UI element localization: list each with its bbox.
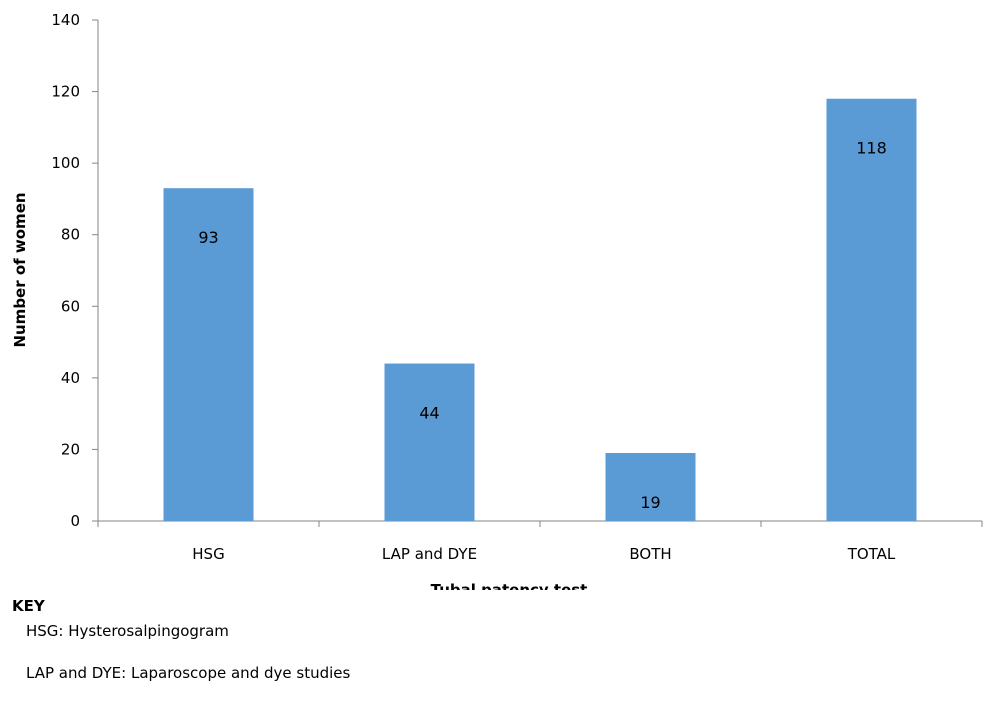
- x-axis-title: Tubal patency test: [431, 581, 588, 590]
- y-axis-title: Number of women: [11, 192, 29, 347]
- x-axis: HSG LAP and DYE BOTH TOTAL: [92, 520, 983, 563]
- x-category-label: LAP and DYE: [382, 545, 477, 563]
- x-category-label: TOTAL: [847, 545, 896, 563]
- y-tick-label: 0: [70, 512, 80, 530]
- x-category-label: BOTH: [629, 545, 671, 563]
- bar-lap-and-dye: [384, 363, 475, 521]
- data-label: 93: [198, 228, 218, 247]
- key-item-lap-dye: LAP and DYE: Laparoscope and dye studies: [26, 664, 351, 682]
- y-tick-label: 140: [51, 11, 80, 29]
- y-tick-label: 100: [51, 154, 80, 172]
- y-tick-label: 40: [61, 369, 80, 387]
- data-label: 19: [640, 493, 660, 512]
- bar-hsg: [163, 188, 254, 521]
- y-tick-label: 20: [61, 440, 80, 458]
- key-legend: KEY HSG: Hysterosalpingogram LAP and DYE…: [12, 596, 350, 683]
- key-title: KEY: [12, 597, 45, 615]
- data-labels: 93 44 19 118: [198, 139, 886, 512]
- data-label: 118: [856, 139, 887, 158]
- bar-both: [605, 453, 696, 521]
- bars: [163, 98, 917, 521]
- x-category-label: HSG: [192, 545, 224, 563]
- y-axis: 0 20 40 60 80 100 120 140: [51, 11, 99, 530]
- bar-chart: 0 20 40 60 80 100 120 140 HSG LAP and DYE BOTH TOT…: [11, 11, 983, 590]
- bar-total: [826, 98, 917, 521]
- data-label: 44: [419, 404, 439, 423]
- y-tick-label: 80: [61, 226, 80, 244]
- y-tick-label: 60: [61, 297, 80, 315]
- key-item-hsg: HSG: Hysterosalpingogram: [26, 622, 229, 640]
- y-tick-label: 120: [51, 83, 80, 101]
